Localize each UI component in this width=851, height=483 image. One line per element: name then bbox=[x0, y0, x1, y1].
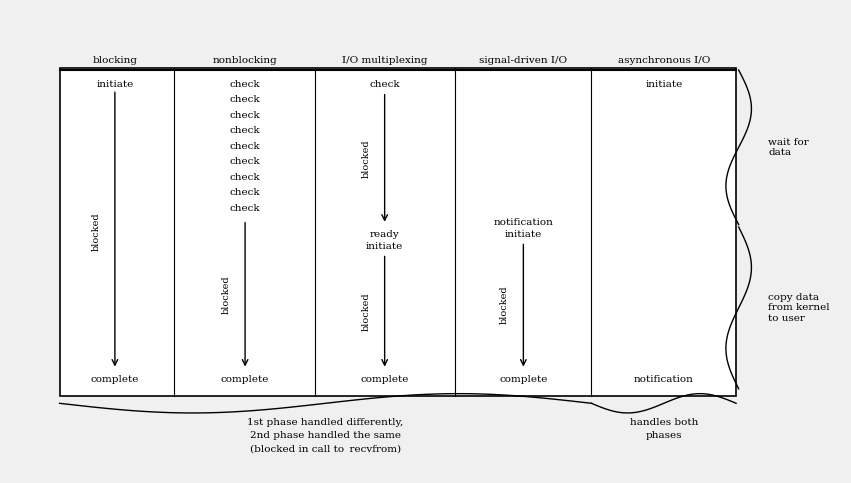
Text: check: check bbox=[230, 96, 260, 104]
Text: check: check bbox=[230, 173, 260, 182]
Text: (blocked in call to  recvfrom): (blocked in call to recvfrom) bbox=[250, 445, 401, 454]
Text: 1st phase handled differently,: 1st phase handled differently, bbox=[248, 418, 403, 427]
Text: complete: complete bbox=[361, 375, 408, 384]
Text: from kernel: from kernel bbox=[768, 303, 830, 313]
Text: I/O multiplexing: I/O multiplexing bbox=[342, 56, 427, 65]
Text: complete: complete bbox=[221, 375, 269, 384]
Text: blocked: blocked bbox=[362, 139, 370, 178]
Text: blocking: blocking bbox=[93, 56, 137, 65]
Text: ready: ready bbox=[370, 230, 399, 239]
Text: complete: complete bbox=[91, 375, 139, 384]
Text: data: data bbox=[768, 148, 791, 157]
Text: initiate: initiate bbox=[96, 80, 134, 89]
Text: check: check bbox=[230, 127, 260, 135]
FancyBboxPatch shape bbox=[60, 68, 736, 396]
Text: to user: to user bbox=[768, 314, 805, 323]
Text: asynchronous I/O: asynchronous I/O bbox=[618, 56, 710, 65]
Text: blocked: blocked bbox=[500, 285, 509, 324]
Text: check: check bbox=[230, 188, 260, 197]
Text: nonblocking: nonblocking bbox=[213, 56, 277, 65]
Text: check: check bbox=[230, 142, 260, 151]
Text: phases: phases bbox=[646, 431, 682, 440]
Text: initiate: initiate bbox=[645, 80, 683, 89]
Text: handles both: handles both bbox=[630, 418, 698, 427]
Text: check: check bbox=[230, 111, 260, 120]
Text: blocked: blocked bbox=[92, 213, 100, 251]
Text: notification: notification bbox=[494, 218, 553, 227]
Text: check: check bbox=[230, 204, 260, 213]
Text: check: check bbox=[230, 157, 260, 166]
Text: copy data: copy data bbox=[768, 293, 820, 302]
Text: signal-driven I/O: signal-driven I/O bbox=[479, 56, 568, 65]
Text: 2nd phase handled the same: 2nd phase handled the same bbox=[250, 431, 401, 440]
Text: complete: complete bbox=[500, 375, 547, 384]
Text: blocked: blocked bbox=[362, 292, 370, 331]
Text: notification: notification bbox=[634, 375, 694, 384]
Text: blocked: blocked bbox=[222, 275, 231, 314]
Text: check: check bbox=[230, 80, 260, 89]
Text: initiate: initiate bbox=[366, 242, 403, 251]
Text: wait for: wait for bbox=[768, 138, 809, 146]
Text: check: check bbox=[369, 80, 400, 89]
Text: initiate: initiate bbox=[505, 230, 542, 239]
